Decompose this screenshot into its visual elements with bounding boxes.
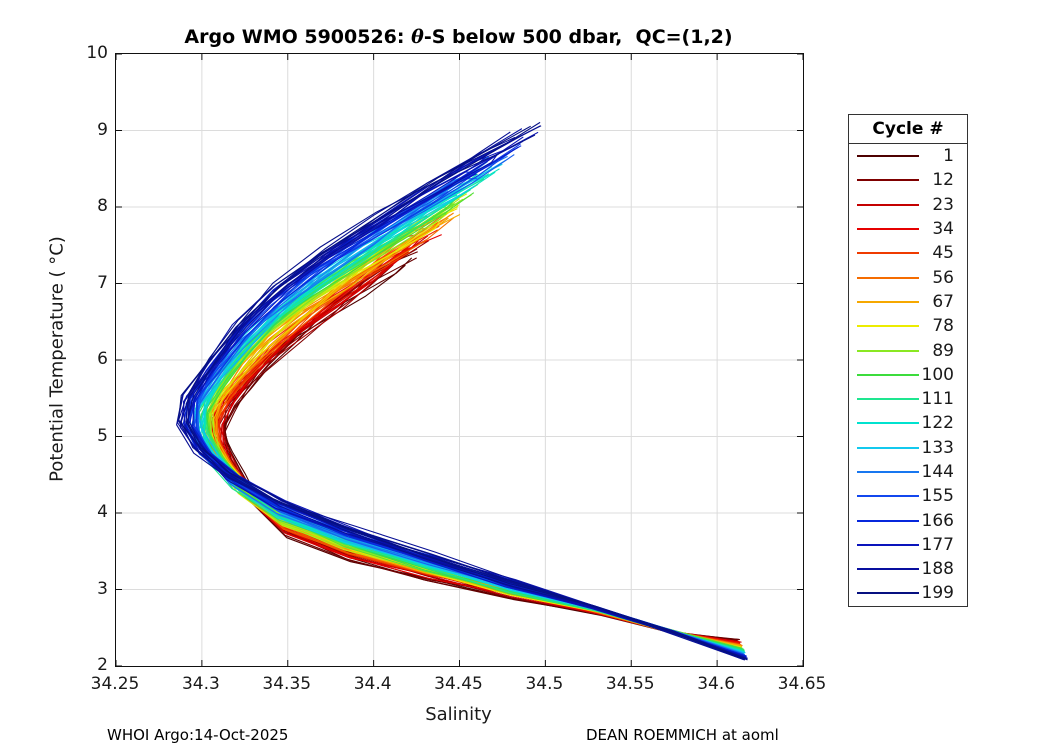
legend-swatch-line: [857, 203, 919, 206]
x-tick-label: 34.3: [181, 674, 220, 694]
legend-swatch-line: [857, 422, 919, 425]
footer-left-annotation: WHOI Argo:14-Oct-2025: [107, 726, 289, 744]
legend-swatch-line: [857, 471, 919, 473]
legend-entry: 144: [849, 460, 967, 484]
legend-swatch-line: [857, 495, 919, 498]
chart-title-suffix: -S below 500 dbar, QC=(1,2): [423, 26, 733, 48]
legend-swatch-line: [857, 373, 919, 376]
legend-entry: 45: [849, 241, 967, 265]
legend-entry-label: 166: [921, 510, 954, 531]
legend-swatch-line: [857, 398, 919, 401]
legend-swatch-line: [857, 155, 919, 158]
legend-entry: 89: [849, 338, 967, 362]
legend-swatch-line: [857, 519, 919, 522]
y-tick-label: 2: [97, 655, 108, 675]
legend-entry-label: 78: [932, 316, 954, 337]
chart-title: Argo WMO 5900526: θ-S below 500 dbar, QC…: [115, 26, 802, 48]
theta-symbol: θ: [411, 26, 424, 48]
legend-entry-label: 122: [921, 413, 954, 434]
y-tick-label: 10: [86, 43, 108, 63]
legend-entry-label: 111: [921, 389, 954, 410]
legend-entry: 78: [849, 314, 967, 338]
legend-swatch-line: [857, 543, 919, 546]
footer-right-annotation: DEAN ROEMMICH at aoml: [586, 726, 779, 744]
x-axis-label: Salinity: [425, 704, 492, 725]
legend-entry-label: 100: [921, 364, 954, 385]
legend: Cycle # 1 12 23 34 45 56 67 78 89 100 111 122 133 144…: [848, 114, 968, 607]
x-tick-label: 34.35: [262, 674, 312, 694]
legend-entry-label: 12: [932, 170, 954, 191]
profile-curve: [180, 125, 747, 660]
y-tick-label: 6: [97, 349, 108, 369]
legend-entry-label: 133: [921, 437, 954, 458]
legend-swatch-line: [857, 300, 919, 303]
x-tick-label: 34.65: [777, 674, 827, 694]
legend-entry-label: 199: [921, 583, 954, 604]
y-tick-label: 8: [97, 196, 108, 216]
legend-entry: 188: [849, 557, 967, 581]
legend-entry-label: 89: [932, 340, 954, 361]
legend-entry: 111: [849, 387, 967, 411]
legend-swatch-line: [857, 592, 919, 595]
legend-swatch-line: [857, 325, 919, 328]
legend-swatch-line: [857, 568, 919, 571]
legend-entry: 166: [849, 508, 967, 532]
x-tick-label: 34.5: [525, 674, 564, 694]
y-tick-label: 9: [97, 119, 108, 140]
x-tick-label: 34.45: [434, 674, 483, 694]
legend-entry: 155: [849, 484, 967, 508]
legend-swatch-line: [857, 228, 919, 231]
legend-entry-label: 45: [932, 243, 954, 264]
legend-entry: 122: [849, 411, 967, 435]
legend-entry: 199: [849, 581, 967, 605]
legend-entry-label: 188: [921, 559, 954, 580]
x-tick-label: 34.6: [697, 674, 736, 694]
y-tick-label: 3: [97, 578, 108, 599]
x-tick-label: 34.4: [353, 674, 392, 694]
legend-entries: 1 12 23 34 45 56 67 78 89 100 111 122 133 144 155 166 17…: [849, 144, 967, 606]
legend-entry-label: 67: [932, 291, 954, 312]
y-tick-label: 5: [97, 425, 108, 446]
legend-entry: 100: [849, 363, 967, 387]
legend-entry-label: 34: [932, 219, 954, 240]
legend-entry-label: 1: [943, 146, 954, 167]
legend-entry: 56: [849, 265, 967, 289]
legend-entry: 67: [849, 290, 967, 314]
x-tick-label: 34.25: [90, 674, 140, 694]
profile-curve: [185, 121, 748, 661]
legend-entry-label: 56: [932, 267, 954, 288]
legend-title: Cycle #: [849, 115, 967, 144]
y-tick-label: 4: [97, 502, 108, 522]
legend-entry-label: 23: [932, 194, 954, 215]
profile-curve: [186, 134, 747, 660]
legend-entry: 177: [849, 533, 967, 557]
plot-area: [115, 53, 804, 667]
legend-entry: 133: [849, 436, 967, 460]
theta-s-curves-canvas: [116, 54, 803, 666]
legend-swatch-line: [857, 446, 919, 449]
legend-entry-label: 144: [921, 462, 954, 482]
legend-entry-label: 177: [921, 534, 954, 555]
legend-swatch-line: [857, 349, 919, 352]
legend-entry: 12: [849, 168, 967, 192]
x-tick-label: 34.55: [605, 674, 655, 694]
legend-entry: 1: [849, 144, 967, 168]
profile-curve: [176, 131, 746, 661]
chart-title-prefix: Argo WMO 5900526:: [184, 26, 412, 48]
legend-entry: 34: [849, 217, 967, 241]
y-tick-label: 7: [97, 272, 108, 293]
legend-swatch-line: [857, 179, 919, 182]
legend-entry-label: 155: [921, 486, 954, 507]
legend-swatch-line: [857, 252, 919, 255]
legend-entry: 23: [849, 193, 967, 217]
profile-curve: [178, 125, 746, 660]
legend-swatch-line: [857, 276, 919, 279]
